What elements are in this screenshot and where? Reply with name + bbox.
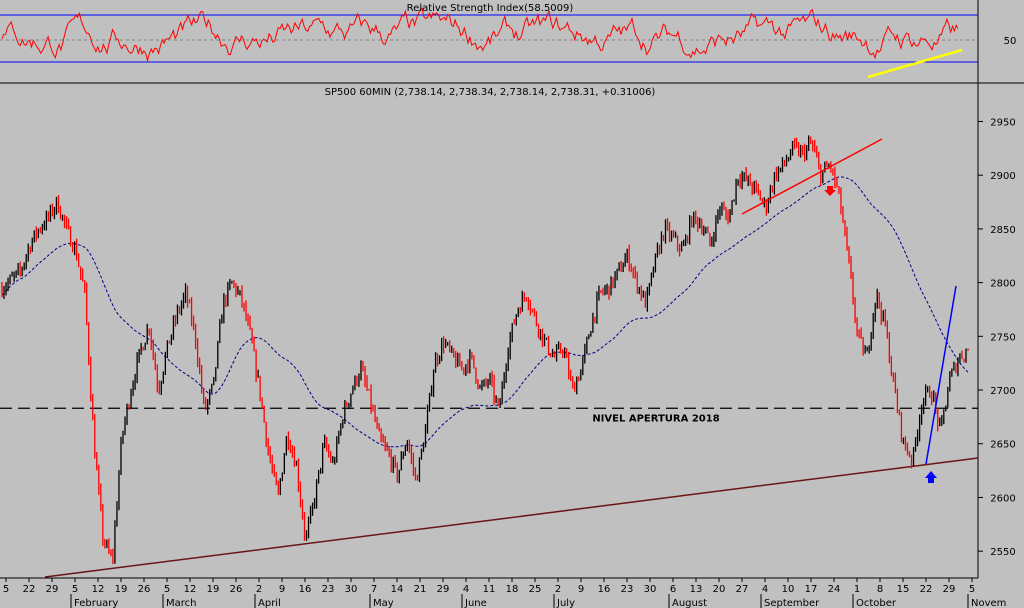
month-label: May [373,598,394,608]
x-tick-label: 11 [483,584,496,595]
y-tick-label: 2850 [990,225,1015,236]
month-label: June [464,598,487,608]
x-tick-label: 22 [23,584,36,595]
x-tick-label: 2 [256,584,262,595]
x-axis: 5 22 29 5 12 19 26 5 12 19 26 2 9 16 23 30 7 14 21 29 4 11 18 2… [0,577,1024,608]
x-tick-label: 26 [230,584,243,595]
month-label: Novem [971,598,1006,608]
resistance-trendline [741,138,883,215]
x-tick-label: 14 [391,584,404,595]
month-label: September [764,598,820,608]
y-tick-label: 2950 [990,117,1015,128]
x-tick-label: 5 [969,584,975,595]
y-tick-label: 2800 [990,279,1015,290]
month-label: April [258,598,281,608]
rsi-line [1,7,959,63]
x-tick-label: 25 [529,584,542,595]
x-month-labels: February March April May June July August Septe… [70,594,1006,608]
x-tick-label: 29 [437,584,450,595]
x-tick-label: 12 [92,584,105,595]
x-tick-label: 12 [184,584,197,595]
x-tick-label: 17 [805,584,818,595]
x-tick-label: 9 [279,584,285,595]
x-tick-label: 19 [115,584,128,595]
x-tick-label: 22 [920,584,933,595]
x-tick-label: 7 [371,584,377,595]
rsi-tick-label: 50 [1004,36,1017,47]
y-tick-label: 2700 [990,386,1015,397]
rsi-title: Relative Strength Index(58.5009) [407,3,574,14]
price-panel: SP500 60MIN (2,738.14, 2,738.34, 2,738.1… [0,87,1016,578]
x-tick-label: 19 [207,584,220,595]
x-tick-label: 9 [578,584,584,595]
x-tick-label: 16 [299,584,312,595]
rebound-trendline [925,285,957,465]
rsi-panel: Relative Strength Index(58.5009) 50 [0,0,1016,82]
x-tick-label: 5 [72,584,78,595]
price-y-ticks: 2550 2600 2650 2700 2750 2800 2850 2900 2950 [978,117,1016,558]
x-tick-label: 20 [713,584,726,595]
price-title: SP500 60MIN (2,738.14, 2,738.34, 2,738.1… [325,87,656,98]
month-label: July [556,598,575,608]
y-tick-label: 2650 [990,440,1015,451]
x-tick-label: 27 [736,584,749,595]
rsi-trendline [867,48,963,79]
x-tick-label: 30 [345,584,358,595]
y-tick-label: 2550 [990,547,1015,558]
y-tick-label: 2750 [990,332,1015,343]
opening-level-label: NIVEL APERTURA 2018 [592,413,719,424]
arrow-up-icon [925,471,937,483]
y-tick-label: 2600 [990,493,1015,504]
x-tick-label: 4 [762,584,768,595]
x-tick-label: 23 [322,584,335,595]
x-tick-label: 1 [854,584,860,595]
x-tick-label: 26 [138,584,151,595]
x-tick-label: 4 [463,584,469,595]
x-tick-label: 18 [506,584,519,595]
x-tick-label: 8 [877,584,883,595]
price-bars [1,135,969,565]
x-tick-label: 15 [897,584,910,595]
month-label: August [672,598,707,608]
month-label: February [74,598,118,608]
x-tick-label: 5 [164,584,170,595]
x-tick-label: 29 [46,584,59,595]
x-tick-label: 6 [670,584,676,595]
x-tick-label: 16 [598,584,611,595]
x-tick-label: 5 [3,584,9,595]
x-tick-label: 24 [828,584,841,595]
x-day-ticks: 5 22 29 5 12 19 26 5 12 19 26 2 9 16 23 30 7 14 21 29 4 11 18 2… [3,578,975,595]
x-tick-label: 13 [690,584,703,595]
y-tick-label: 2900 [990,171,1015,182]
arrow-down-icon [824,186,836,196]
support-trendline [44,457,979,578]
x-tick-label: 30 [644,584,657,595]
month-label: March [166,598,196,608]
moving-average-line [1,176,969,448]
month-label: October [856,598,897,608]
x-tick-label: 2 [555,584,561,595]
x-tick-label: 21 [414,584,427,595]
x-tick-label: 10 [782,584,795,595]
x-tick-label: 29 [943,584,956,595]
x-tick-label: 23 [621,584,634,595]
